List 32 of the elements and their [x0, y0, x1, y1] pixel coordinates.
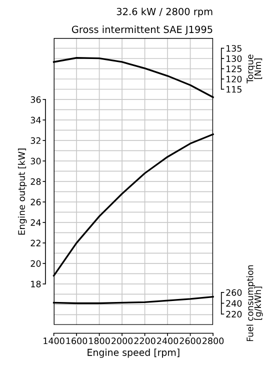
x-tick-label: 2000	[112, 338, 133, 344]
x-tick-label: 1800	[89, 338, 110, 344]
x-tick-label: 2400	[157, 338, 178, 344]
chart-subtitle: Gross intermittent SAE J1995	[72, 26, 212, 35]
y-tick-label: 32	[30, 137, 40, 144]
y-tick-label: 26	[30, 198, 41, 206]
y2-tick-label: 130	[226, 55, 242, 62]
y-tick-label: 18	[31, 280, 41, 288]
x-tick-label: 2600	[180, 338, 201, 344]
y2-tick-label: 115	[226, 86, 242, 93]
x-tick-label: 2200	[134, 338, 156, 344]
y-tick-label: 22	[30, 240, 40, 246]
y2-tick-label: 135	[226, 45, 242, 52]
y2-tick-label: 125	[226, 66, 242, 72]
y-axis-title: Engine output [kW]	[18, 148, 27, 235]
x-tick-label: 1600	[66, 338, 88, 344]
y3-tick-label: 220	[226, 310, 242, 318]
y-tick-label: 24	[30, 219, 41, 226]
y-tick-label: 34	[30, 116, 41, 124]
y3-tick-label: 240	[226, 300, 242, 307]
chart-title: 32.6 kW / 2800 rpm	[116, 8, 212, 18]
y2-tick-label: 120	[226, 76, 242, 82]
x-tick-label: 1400	[44, 338, 64, 344]
x-axis-title: Engine speed [rpm]	[88, 348, 180, 358]
y3-tick-label: 260	[226, 289, 242, 296]
y-tick-label: 28	[30, 178, 41, 185]
y3-axis-title: Fuel consumption [g/kWh]	[246, 265, 263, 342]
y2-axis-title: Torque [Nm]	[246, 54, 262, 84]
y-tick-label: 36	[30, 96, 41, 103]
x-tick-label: 2800	[202, 338, 224, 344]
y-tick-label: 20	[30, 260, 41, 267]
y-tick-label: 30	[30, 158, 41, 164]
